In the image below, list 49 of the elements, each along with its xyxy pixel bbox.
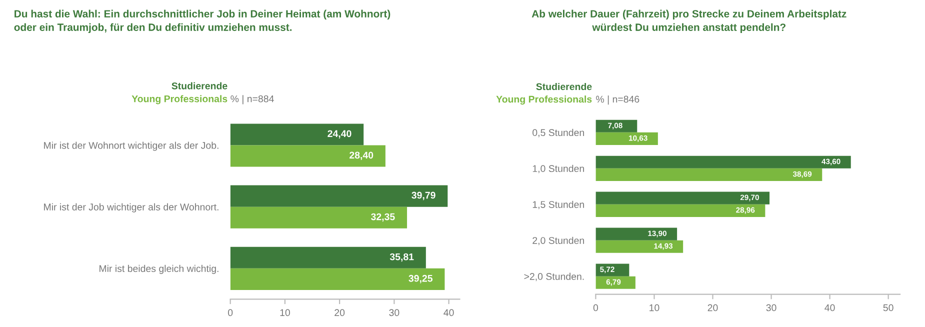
bar <box>596 120 638 132</box>
data-label: 24,40 <box>328 130 352 138</box>
x-tick-label: 20 <box>708 304 718 312</box>
bar <box>596 192 770 204</box>
bar <box>230 268 445 290</box>
bar <box>596 276 636 289</box>
chart-subtitle: % | n=846 <box>596 96 640 105</box>
bar <box>230 124 364 146</box>
y-tick-label: 1,0 Stunden <box>532 164 584 174</box>
data-label: 28,40 <box>350 152 374 160</box>
y-tick-label: Mir ist beides gleich wichtig. <box>100 264 218 274</box>
y-tick-label: 1,5 Stunden <box>532 200 584 210</box>
text: Studierende <box>536 82 592 90</box>
y-tick-label: >2,0 Stunden. <box>524 272 584 282</box>
x-tick-label: 0 <box>593 304 598 312</box>
x-tick-label: 50 <box>883 304 894 312</box>
chart-title: Du hast die Wahl: Ein durchschnittlicher Job in Deiner Heimat (am Wohnort) oder ein Traumjob, für den Du definitiv umziehen musst. <box>14 10 390 34</box>
x-tick-label: 10 <box>650 304 660 312</box>
text: Young Professionals <box>496 96 592 105</box>
bar <box>596 168 822 181</box>
bar <box>230 206 408 228</box>
x-tick-label: 10 <box>280 309 290 316</box>
data-label: 39,25 <box>408 274 433 284</box>
y-tick-label: 0,5 Stunden <box>532 128 584 138</box>
y-tick-label: Mir ist der Wohnort wichtiger als der Job. <box>44 142 218 151</box>
bar <box>596 204 766 217</box>
text: Young Professionals <box>132 95 228 104</box>
x-tick-label: 30 <box>766 304 776 312</box>
x-tick-label: 20 <box>334 309 345 316</box>
bar <box>596 264 630 276</box>
chart-title: Ab welcher Dauer (Fahrzeit) pro Strecke zu Deinem Arbeitsplatz würdest Du umziehen anstatt pendeln? <box>532 10 846 34</box>
x-tick-label: 40 <box>824 304 835 312</box>
x-tick-label: 40 <box>444 309 454 316</box>
text: Studierende <box>172 82 228 90</box>
y-tick-label: Mir ist der Job wichtiger als der Wohnort. <box>44 203 218 212</box>
bar <box>596 228 678 240</box>
data-label: 32,35 <box>370 213 395 222</box>
bar <box>596 156 851 168</box>
bar <box>596 240 684 253</box>
bar <box>230 185 448 207</box>
bar <box>230 246 426 268</box>
x-tick-label: 30 <box>389 309 400 316</box>
chart-subtitle: % | n=884 <box>230 95 274 104</box>
x-tick-label: 0 <box>228 309 233 316</box>
data-label: 35,81 <box>390 253 414 262</box>
y-tick-label: 2,0 Stunden <box>532 236 584 246</box>
data-label: 39,79 <box>412 192 436 200</box>
bar <box>596 132 658 146</box>
bar <box>230 145 386 167</box>
